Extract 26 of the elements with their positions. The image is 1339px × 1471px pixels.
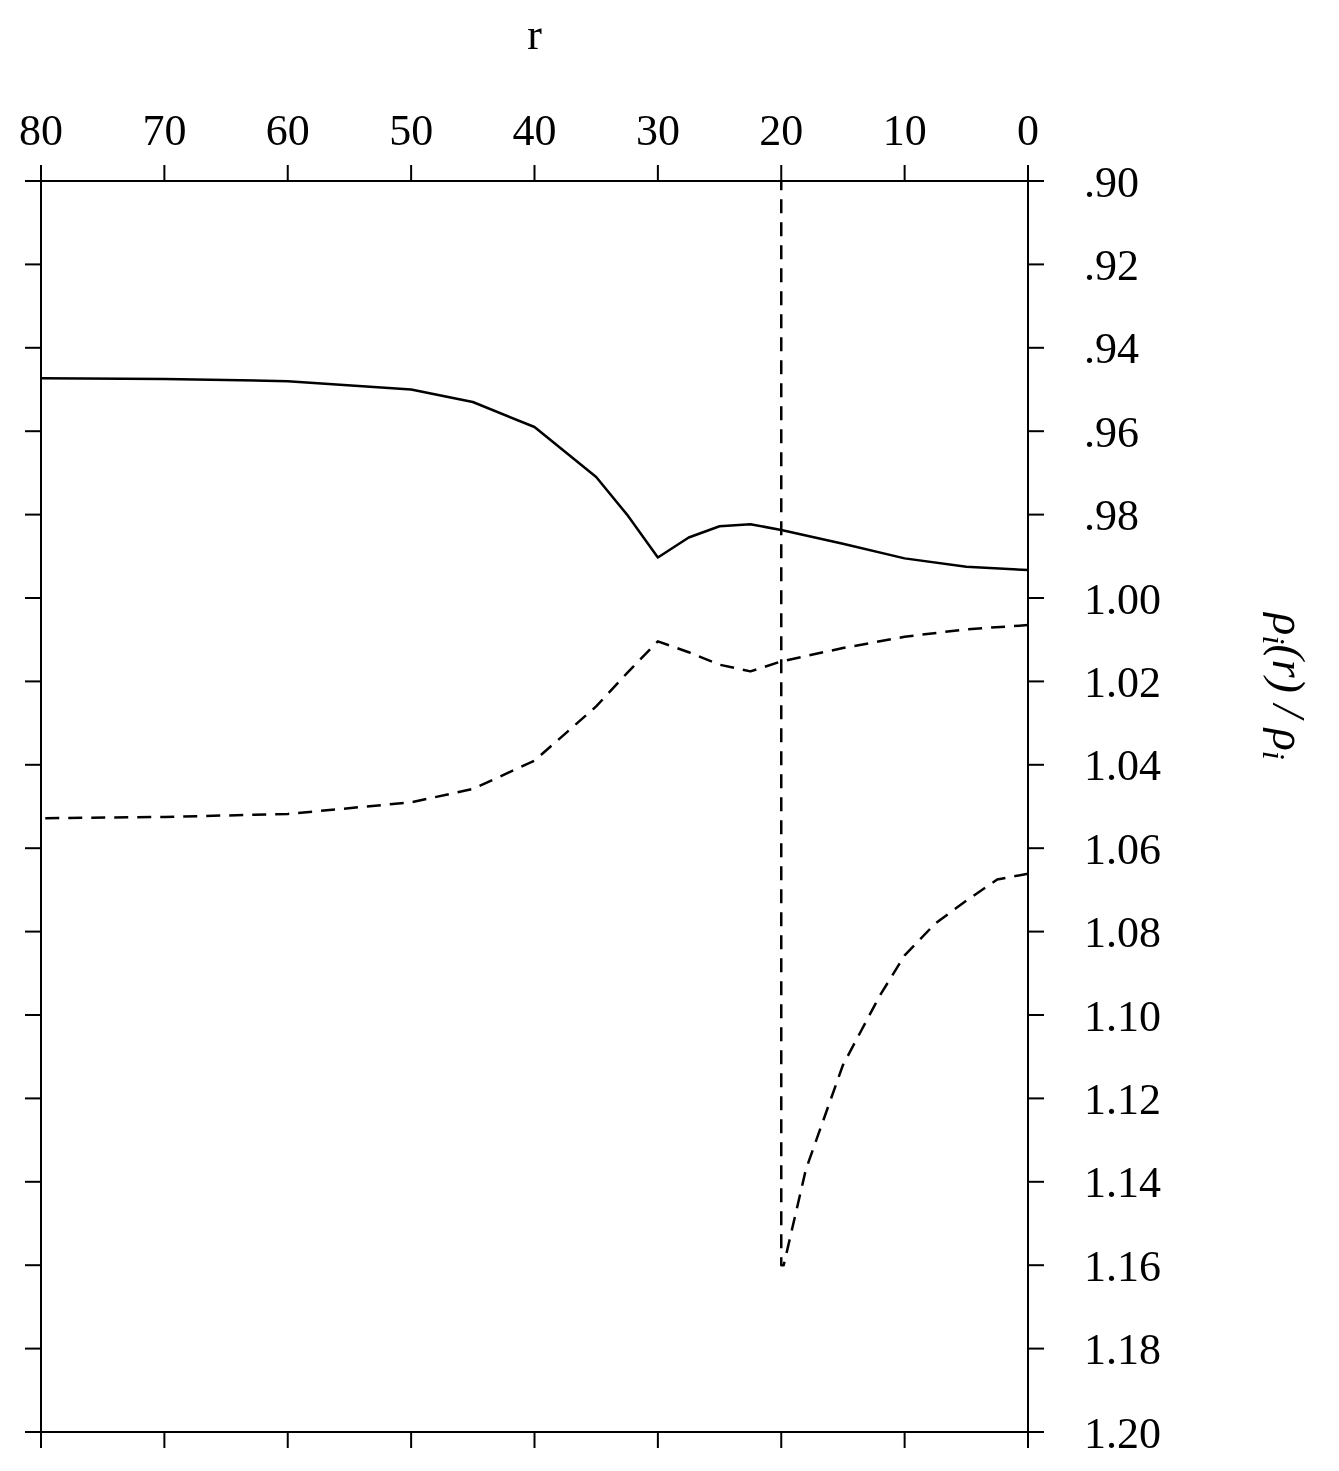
y-tick-label: .94 [1084, 324, 1139, 374]
x-tick-label: 80 [19, 106, 63, 155]
y-tick-label: 1.00 [1084, 574, 1161, 624]
y-tick-label: .90 [1084, 157, 1139, 207]
y-tick-label: 1.20 [1084, 1408, 1161, 1458]
y-tick-label: 1.02 [1084, 658, 1161, 708]
x-tick-label: 20 [759, 106, 804, 155]
x-tick-label: 30 [635, 106, 680, 155]
x-tick-label: 0 [1017, 106, 1039, 155]
y-tick-label: .96 [1084, 407, 1139, 457]
y-tick-label: 1.08 [1084, 908, 1161, 958]
x-tick-label: 40 [512, 106, 557, 155]
y-tick-label: 1.12 [1084, 1075, 1161, 1125]
x-tick-label: 50 [389, 106, 434, 155]
x-tick-label: 60 [265, 106, 310, 155]
x-tick-label: 10 [882, 106, 927, 155]
y-tick-label: 1.10 [1084, 991, 1161, 1041]
y-tick-label: .92 [1084, 241, 1139, 291]
y-tick-label: 1.06 [1084, 824, 1161, 874]
y-tick-label: .98 [1084, 491, 1139, 541]
y-tick-label: 1.04 [1084, 741, 1161, 791]
y-tick-label: 1.16 [1084, 1241, 1161, 1291]
y-tick-label: 1.14 [1084, 1158, 1161, 1208]
x-axis-title: r [527, 10, 543, 60]
x-tick-label: 70 [142, 106, 187, 155]
y-tick-label: 1.18 [1084, 1325, 1161, 1375]
